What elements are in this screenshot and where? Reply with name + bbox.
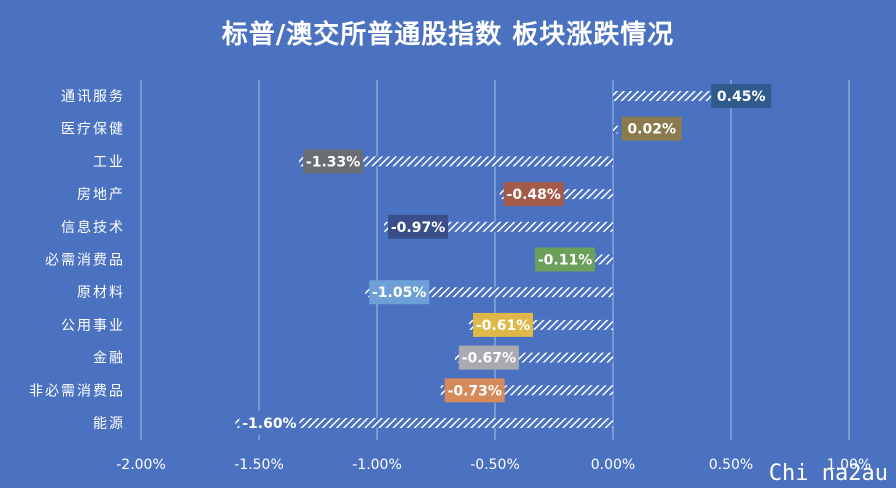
data-label: -0.67% bbox=[462, 351, 516, 367]
category-label: 工业 bbox=[93, 154, 125, 170]
category-label: 非必需消费品 bbox=[29, 383, 125, 399]
category-label: 必需消费品 bbox=[45, 253, 125, 269]
bar bbox=[613, 91, 720, 101]
x-tick-label: -1.50% bbox=[234, 457, 284, 473]
category-label: 能源 bbox=[93, 416, 125, 432]
data-label-box bbox=[458, 345, 519, 370]
bar bbox=[440, 385, 613, 396]
data-label-box bbox=[369, 280, 430, 305]
data-label: -1.33% bbox=[306, 154, 360, 170]
x-tick-label: -0.50% bbox=[470, 457, 520, 473]
category-label: 通讯服务 bbox=[61, 89, 125, 105]
data-label: 0.02% bbox=[627, 122, 676, 138]
bar bbox=[469, 319, 613, 330]
data-label: -0.48% bbox=[507, 187, 561, 203]
bar bbox=[587, 254, 613, 265]
category-label: 信息技术 bbox=[61, 219, 125, 236]
category-label: 公用事业 bbox=[61, 318, 125, 334]
data-label-box bbox=[239, 411, 300, 435]
x-tick-label: -2.00% bbox=[116, 457, 166, 473]
data-label: 0.45% bbox=[717, 89, 766, 105]
bar bbox=[299, 156, 613, 167]
data-label: -1.60% bbox=[242, 416, 296, 432]
data-label-box bbox=[711, 84, 772, 108]
data-label: -0.11% bbox=[538, 253, 592, 269]
data-label-box bbox=[503, 182, 564, 207]
bar bbox=[454, 352, 613, 363]
category-label: 原材料 bbox=[77, 285, 125, 301]
data-label-box bbox=[303, 149, 364, 174]
bar bbox=[384, 221, 613, 232]
x-tick-label: -1.00% bbox=[352, 457, 402, 473]
data-label-box bbox=[388, 214, 449, 239]
x-tick-label: 1.00% bbox=[827, 457, 871, 473]
category-label: 医疗保健 bbox=[61, 122, 125, 138]
data-label: -0.61% bbox=[476, 318, 530, 334]
watermark-text: Chi na2au bbox=[768, 461, 888, 486]
x-tick-label: 0.00% bbox=[591, 457, 635, 473]
x-tick-label: 0.50% bbox=[709, 457, 753, 473]
bar bbox=[235, 418, 613, 428]
category-label: 房地产 bbox=[77, 187, 125, 203]
data-label-box bbox=[621, 116, 682, 141]
data-label-box bbox=[444, 378, 505, 403]
data-label: -0.73% bbox=[448, 383, 502, 399]
data-label: -1.05% bbox=[372, 285, 426, 301]
data-label: -0.97% bbox=[391, 220, 445, 236]
chart-title: 标普/澳交所普通股指数 板块涨跌情况 bbox=[221, 20, 675, 50]
data-label-box bbox=[535, 247, 596, 272]
data-label-box bbox=[473, 312, 534, 337]
bar bbox=[613, 123, 618, 134]
bar bbox=[365, 287, 613, 298]
category-label: 金融 bbox=[93, 351, 125, 367]
